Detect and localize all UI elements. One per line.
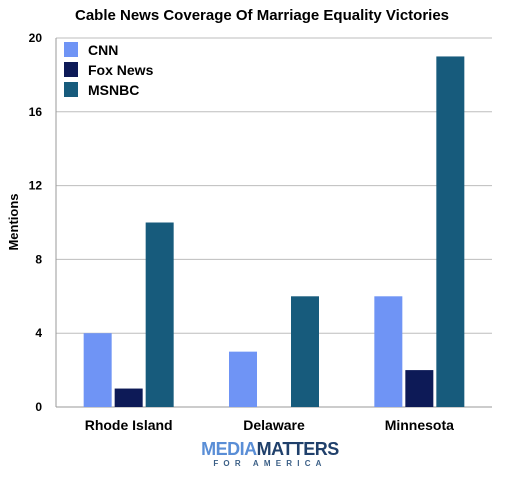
logo-matters: MATTERS <box>257 439 340 459</box>
legend-swatch <box>64 42 78 57</box>
y-tick-label: 16 <box>29 105 43 119</box>
category-label: Rhode Island <box>85 417 173 433</box>
chart-title: Cable News Coverage Of Marriage Equality… <box>75 7 449 24</box>
y-tick-labels: 0 4 8 12 16 20 <box>29 31 43 414</box>
category-label: Delaware <box>243 417 305 433</box>
bar-msnbc-minnesota <box>436 56 465 407</box>
y-tick-label: 4 <box>35 326 42 340</box>
logo-for-america: FOR AMERICA <box>213 459 326 468</box>
legend-label: CNN <box>88 42 118 58</box>
bar-fox-news-minnesota <box>405 370 434 407</box>
legend-swatch <box>64 82 78 97</box>
bar-cnn-delaware <box>229 351 257 407</box>
bar-msnbc-delaware <box>291 296 319 407</box>
y-tick-label: 20 <box>29 31 43 45</box>
bar-cnn-minnesota <box>374 296 403 407</box>
y-tick-label: 0 <box>35 400 42 414</box>
bar-fox-news-rhode-island <box>114 388 143 407</box>
legend-label: Fox News <box>88 62 154 78</box>
y-tick-label: 8 <box>35 252 42 266</box>
bars <box>83 56 465 407</box>
legend-label: MSNBC <box>88 82 139 98</box>
bar-msnbc-rhode-island <box>145 222 174 407</box>
category-labels: Rhode Island Delaware Minnesota <box>85 417 454 433</box>
y-tick-label: 12 <box>29 179 43 193</box>
logo-media: MEDIA <box>201 439 257 459</box>
category-label: Minnesota <box>385 417 454 433</box>
gridlines <box>55 37 492 408</box>
bar-cnn-rhode-island <box>83 333 112 407</box>
media-matters-logo: MEDIAMATTERS FOR AMERICA <box>201 439 340 468</box>
legend: CNN Fox News MSNBC <box>64 42 154 98</box>
y-axis-label: Mentions <box>6 193 21 250</box>
legend-swatch <box>64 62 78 77</box>
svg-text:MEDIAMATTERS: MEDIAMATTERS <box>201 439 339 459</box>
